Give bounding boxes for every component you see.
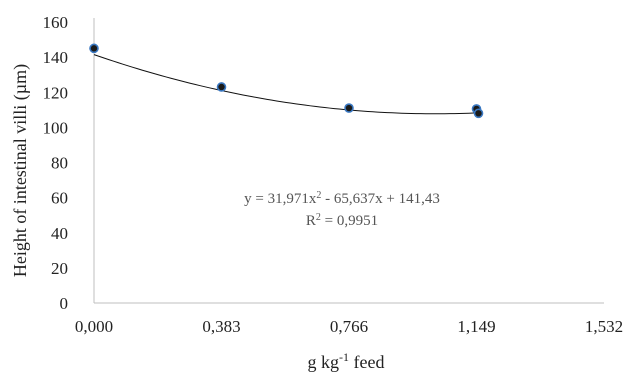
y-tick-label: 20 bbox=[51, 259, 68, 278]
trend-equation: y = 31,971x2 - 65,637x + 141,43 bbox=[244, 190, 440, 208]
y-tick-label: 80 bbox=[51, 154, 68, 173]
x-tick-labels: 0,000 0,383 0,766 1,149 1,532 bbox=[75, 317, 623, 336]
y-tick-labels: 0 20 40 60 80 100 120 140 160 bbox=[43, 13, 69, 313]
trend-equation-lhs: y = 31,971x bbox=[244, 191, 317, 207]
y-tick-label: 60 bbox=[51, 189, 68, 208]
y-tick-label: 160 bbox=[43, 13, 69, 32]
x-axis-title-main: g kg bbox=[308, 352, 340, 372]
r-squared-rhs: = 0,9951 bbox=[321, 213, 378, 229]
x-tick-label: 0,000 bbox=[75, 317, 113, 336]
y-tick-label: 140 bbox=[43, 48, 69, 67]
r-squared: R2 = 0,9951 bbox=[306, 212, 378, 230]
x-axis-title-sup: -1 bbox=[339, 350, 349, 364]
y-tick-label: 120 bbox=[43, 83, 69, 102]
trend-equation-rhs: - 65,637x + 141,43 bbox=[321, 191, 439, 207]
data-point bbox=[344, 103, 354, 113]
trend-equation-sup: 2 bbox=[316, 190, 321, 201]
trendline bbox=[93, 54, 479, 115]
x-axis-title: g kg-1 feed bbox=[308, 350, 385, 372]
x-axis-title-suffix: feed bbox=[349, 352, 384, 372]
x-tick-label: 1,149 bbox=[457, 317, 495, 336]
r-squared-lhs: R bbox=[306, 213, 316, 229]
data-point bbox=[473, 108, 484, 119]
y-tick-label: 100 bbox=[43, 118, 69, 137]
y-tick-label: 0 bbox=[60, 294, 69, 313]
data-points bbox=[89, 43, 484, 119]
y-tick-label: 40 bbox=[51, 224, 68, 243]
x-tick-label: 1,532 bbox=[585, 317, 623, 336]
x-tick-label: 0,383 bbox=[202, 317, 240, 336]
y-axis-title: Height of intestinal villi (µm) bbox=[10, 64, 31, 277]
data-point bbox=[216, 82, 227, 92]
r-squared-sup: 2 bbox=[316, 212, 321, 223]
x-tick-label: 0,766 bbox=[330, 317, 368, 336]
data-point bbox=[89, 43, 99, 54]
